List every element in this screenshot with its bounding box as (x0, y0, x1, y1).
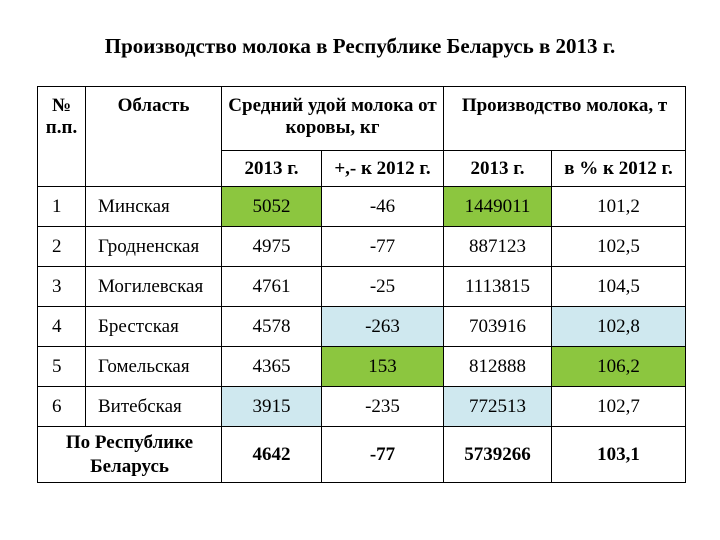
header-yield-change: +,- к 2012 г. (321, 150, 444, 187)
row-region: Могилевская (85, 266, 222, 307)
row-production: 887123 (443, 226, 552, 267)
header-yield-2013: 2013 г. (221, 150, 322, 187)
row-change: 153 (321, 346, 444, 387)
row-num: 3 (37, 266, 86, 307)
row-change: -25 (321, 266, 444, 307)
table-row: 4 Брестская 4578 -263 703916 102,8 (37, 306, 686, 347)
total-change: -77 (321, 426, 444, 483)
header-prod-percent: в % к 2012 г. (551, 150, 686, 187)
total-yield: 4642 (221, 426, 322, 483)
table-row: 1 Минская 5052 -46 1449011 101,2 (37, 186, 686, 227)
row-region: Брестская (85, 306, 222, 347)
row-percent: 104,5 (551, 266, 686, 307)
row-yield: 5052 (221, 186, 322, 227)
total-row: По Республике Беларусь 4642 -77 5739266 … (37, 426, 686, 483)
header-prod-2013: 2013 г. (443, 150, 552, 187)
row-num: 2 (37, 226, 86, 267)
header-yield-group: Средний удой молока от коровы, кг (221, 86, 444, 151)
row-percent: 101,2 (551, 186, 686, 227)
row-production: 812888 (443, 346, 552, 387)
row-yield: 4365 (221, 346, 322, 387)
row-num: 6 (37, 386, 86, 427)
row-num: 5 (37, 346, 86, 387)
page-title: Производство молока в Республике Беларус… (104, 34, 616, 58)
row-change: -46 (321, 186, 444, 227)
row-percent: 102,5 (551, 226, 686, 267)
row-change: -235 (321, 386, 444, 427)
total-percent: 103,1 (551, 426, 686, 483)
row-change: -263 (321, 306, 444, 347)
row-region: Витебская (85, 386, 222, 427)
header-row-sub: 2013 г. +,- к 2012 г. 2013 г. в % к 2012… (38, 150, 686, 187)
table-row: 3 Могилевская 4761 -25 1113815 104,5 (37, 266, 686, 307)
total-production: 5739266 (443, 426, 552, 483)
row-percent: 102,7 (551, 386, 686, 427)
header-production-group: Производство молока, т (443, 86, 686, 151)
row-num: 4 (37, 306, 86, 347)
header-region: Область (85, 86, 222, 187)
row-yield: 3915 (221, 386, 322, 427)
table-row: 2 Гродненская 4975 -77 887123 102,5 (37, 226, 686, 267)
row-region: Гомельская (85, 346, 222, 387)
row-percent: 106,2 (551, 346, 686, 387)
row-region: Гродненская (85, 226, 222, 267)
total-label: По Республике Беларусь (37, 426, 222, 483)
row-yield: 4975 (221, 226, 322, 267)
row-yield: 4578 (221, 306, 322, 347)
row-change: -77 (321, 226, 444, 267)
row-production: 1449011 (443, 186, 552, 227)
table-row: 5 Гомельская 4365 153 812888 106,2 (37, 346, 686, 387)
row-production: 772513 (443, 386, 552, 427)
row-num: 1 (37, 186, 86, 227)
row-production: 1113815 (443, 266, 552, 307)
header-num: № п.п. (37, 86, 86, 187)
table-row: 6 Витебская 3915 -235 772513 102,7 (37, 386, 686, 427)
header-row-group: № п.п. Область Средний удой молока от ко… (37, 86, 686, 187)
row-production: 703916 (443, 306, 552, 347)
row-yield: 4761 (221, 266, 322, 307)
row-region: Минская (85, 186, 222, 227)
milk-production-table: № п.п. Область Средний удой молока от ко… (37, 86, 686, 483)
row-percent: 102,8 (551, 306, 686, 347)
